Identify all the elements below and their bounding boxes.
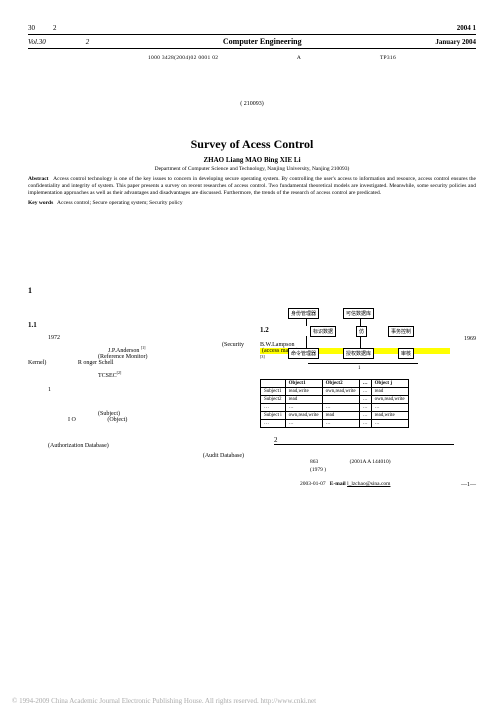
fund-863: 863 — [310, 459, 318, 465]
diagram-box: 审核 — [398, 348, 414, 359]
citation-3: [3] — [260, 354, 265, 359]
volume-label: Vol.30 — [28, 38, 46, 46]
col-h4: Object j — [371, 380, 408, 388]
tcsec: TCSEC — [98, 373, 117, 379]
schell: R onger Schell — [78, 360, 114, 366]
volume-number: 30 — [28, 24, 35, 32]
diagram-box: 身份管理器 — [288, 308, 319, 319]
copyright-footer: © 1994-2009 China Academic Journal Elect… — [12, 697, 316, 705]
authors: ZHAO Liang MAO Bing XIE Li — [28, 156, 476, 164]
section-1-2: 1.2 — [260, 326, 476, 334]
issue-number: 2 — [53, 24, 57, 32]
journal-name: Computer Engineering — [223, 37, 302, 46]
diagram-box: 命令管理器 — [288, 348, 319, 359]
citation-2: [2] — [117, 370, 122, 375]
section-2: 2 — [274, 436, 278, 444]
diagram-caption: 1 — [358, 366, 361, 371]
diagram-box: 事务控制 — [388, 326, 414, 337]
table-row: …………… — [261, 420, 409, 428]
class-code: A — [297, 55, 301, 61]
access-matrix-table: Object1Object2…Object j Subject1read,wri… — [260, 379, 409, 428]
table-row: Subject2read…own,read,write — [261, 396, 409, 404]
year-1972: 1972 — [48, 335, 244, 341]
email-label: E-mail — [330, 481, 346, 487]
keywords-label: Key words — [28, 200, 53, 206]
audit-db: (Audit Database) — [28, 453, 244, 459]
birth-year: (1979 ) — [310, 467, 476, 475]
table-row: Subject1read,writeown,read,write…read — [261, 388, 409, 396]
diagram-box: 仿 — [356, 326, 367, 337]
abstract-label: Abstract — [28, 176, 48, 182]
section-1: 1 — [28, 286, 244, 295]
table-row: …………… — [261, 404, 409, 412]
year-issue: 2004 1 — [457, 24, 476, 32]
citation-1: [1] — [141, 345, 146, 350]
article-code: 1000 3428(2004)02 0001 02 — [148, 55, 218, 61]
email: l_lzchao@sina.com — [347, 481, 390, 487]
abstract-text: Access control technology is one of the … — [28, 176, 476, 196]
subject-code: TP316 — [380, 55, 396, 61]
chinese-affiliation: ( 210093) — [28, 101, 476, 107]
page-number: —1— — [461, 481, 476, 489]
security-label: (Security — [222, 342, 244, 348]
issue-label: 2 — [86, 38, 90, 46]
col-h1: Object1 — [285, 380, 322, 388]
diagram-box: 标识数据 — [310, 326, 336, 337]
table-row: Subject iown,read,writeread…read,write — [261, 412, 409, 420]
section-1-1: 1.1 — [28, 321, 244, 329]
io-label: I O — [68, 417, 76, 423]
col-h3: … — [359, 380, 371, 388]
col-h2: Object2 — [322, 380, 359, 388]
auth-db: (Authorization Database) — [48, 443, 244, 449]
department: Department of Computer Science and Techn… — [28, 166, 476, 172]
fund-code: (2001A A 144010) — [350, 459, 391, 465]
diagram-box: 授权数据库 — [343, 348, 374, 359]
kernel: Kernel) — [28, 360, 46, 366]
received-date: 2003-01-07 — [300, 481, 326, 487]
month-year: January 2004 — [435, 38, 476, 46]
diagram-box: 可信数据库 — [343, 308, 374, 319]
left-column: 1 1.1 1972 J.P.Anderson [1] (Reference M… — [28, 286, 244, 489]
item-1: 1 — [48, 387, 244, 393]
paper-title: Survey of Acess Control — [28, 137, 476, 152]
keywords-text: Access control; Secure operating system;… — [57, 200, 183, 206]
object-label: (Object) — [107, 417, 127, 423]
